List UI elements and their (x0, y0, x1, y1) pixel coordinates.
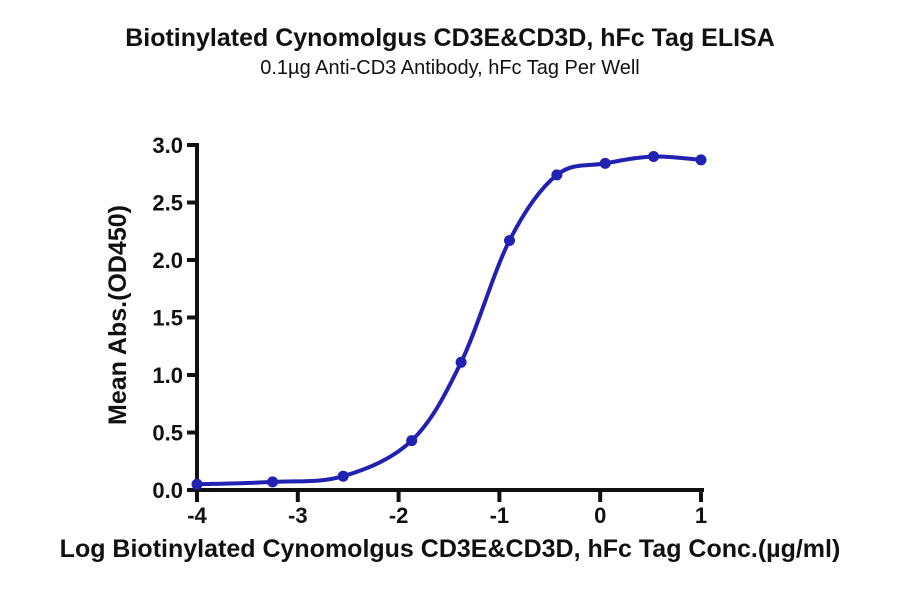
data-point (504, 235, 515, 246)
y-tick-label: 2.5 (152, 191, 183, 216)
y-tick-label: 3.0 (152, 133, 183, 158)
data-point (599, 157, 611, 169)
fit-curve-group (195, 154, 703, 487)
x-tick-label: -2 (389, 503, 409, 528)
y-axis-title: Mean Abs.(OD450) (104, 205, 132, 425)
data-point (337, 470, 349, 482)
data-point (267, 476, 279, 488)
chart-subtitle: 0.1µg Anti-CD3 Antibody, hFc Tag Per Wel… (260, 57, 640, 79)
data-point (406, 435, 418, 447)
chart-title: Biotinylated Cynomolgus CD3E&CD3D, hFc T… (125, 24, 775, 52)
data-point (191, 478, 203, 490)
data-points-group (191, 151, 707, 490)
y-tick-label: 0.0 (152, 478, 183, 503)
axes: -4 -3 -2 -1 0 1 0.0 0.5 1.0 1.5 2.0 2.5 3.0 (152, 133, 707, 528)
x-tick-label: -3 (288, 503, 308, 528)
x-tick-label: -1 (490, 503, 510, 528)
x-tick-label: 1 (695, 503, 707, 528)
fit-curve (195, 154, 703, 487)
data-point (648, 151, 660, 162)
data-point (455, 356, 467, 368)
data-point (695, 154, 707, 166)
y-tick-label: 1.5 (152, 306, 183, 331)
y-tick-label: 1.0 (152, 363, 183, 388)
x-axis-title: Log Biotinylated Cynomolgus CD3E&CD3D, h… (60, 535, 841, 563)
y-tick-label: 2.0 (152, 248, 183, 273)
x-tick-label: -4 (187, 503, 207, 528)
y-tick-label: 0.5 (152, 421, 183, 446)
data-point (551, 169, 563, 181)
x-tick-label: 0 (594, 503, 606, 528)
